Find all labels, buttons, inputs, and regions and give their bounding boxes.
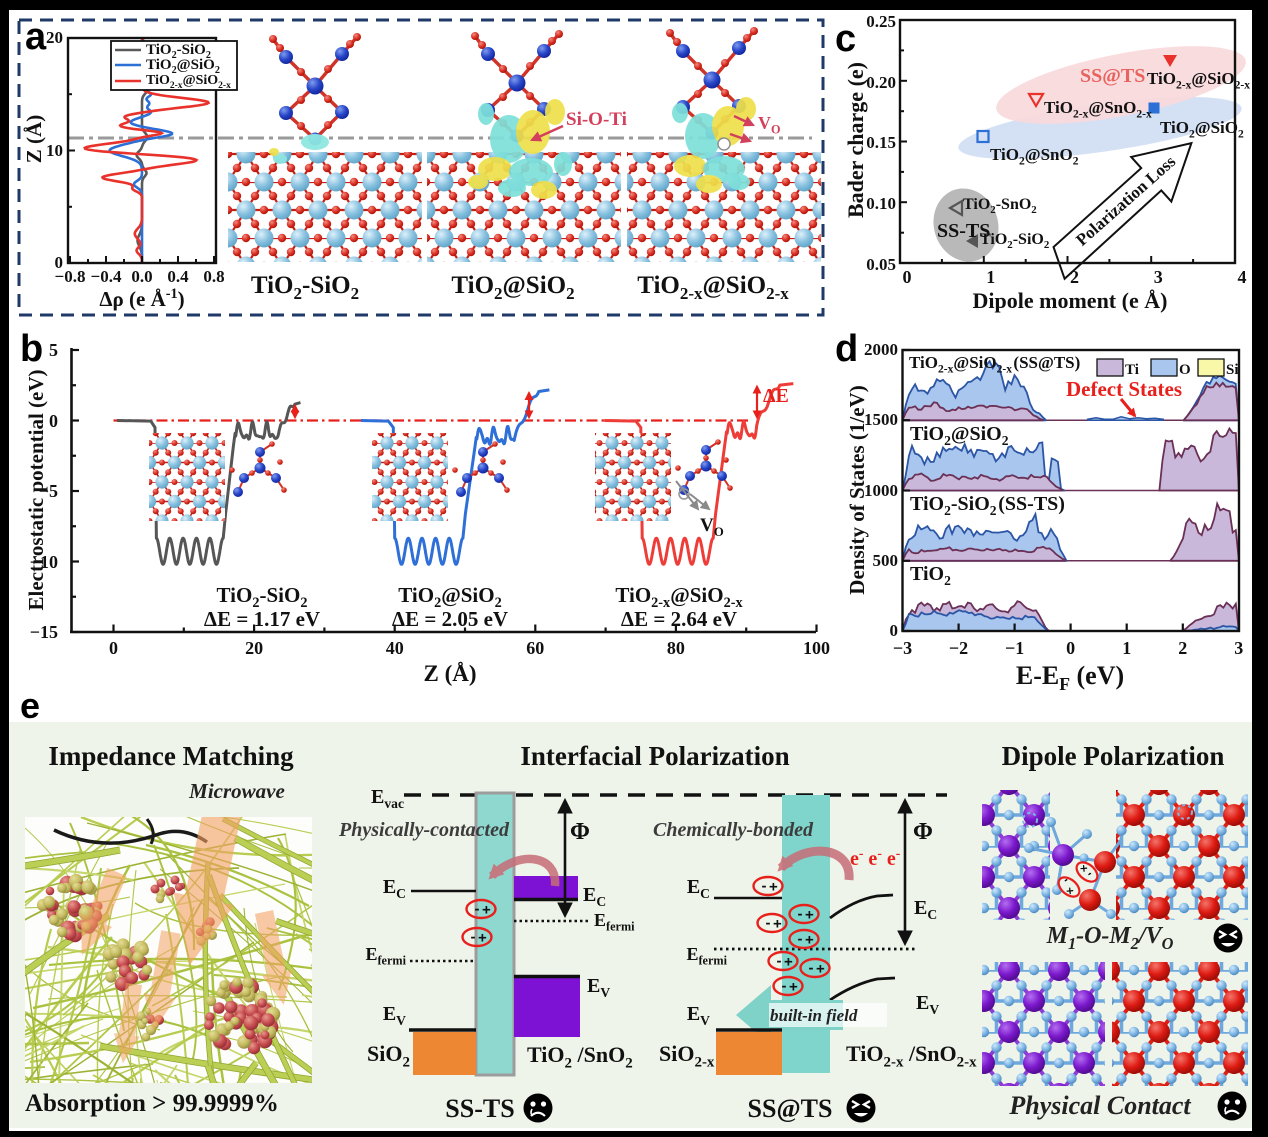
svg-text:-: -: [777, 953, 782, 970]
svg-text:+: +: [769, 879, 778, 896]
svg-text:+: +: [789, 979, 798, 996]
svg-text:-: -: [471, 929, 476, 946]
svg-text:+: +: [478, 930, 487, 947]
svg-text:+: +: [805, 932, 814, 949]
svg-text:′: ′: [1059, 877, 1069, 888]
svg-text:-: -: [762, 878, 767, 895]
svg-text:+: +: [773, 916, 782, 933]
svg-text:-: -: [766, 915, 771, 932]
svg-text:-: -: [809, 960, 814, 977]
svg-text:+: +: [805, 907, 814, 924]
svg-text:-: -: [475, 901, 480, 918]
svg-text:′: ′: [1083, 871, 1093, 882]
svg-text:-: -: [798, 906, 803, 923]
svg-text:-: -: [798, 931, 803, 948]
svg-text:-: -: [782, 978, 787, 995]
svg-text:+: +: [784, 954, 793, 971]
svg-text:+: +: [482, 902, 491, 919]
svg-text:+: +: [816, 961, 825, 978]
